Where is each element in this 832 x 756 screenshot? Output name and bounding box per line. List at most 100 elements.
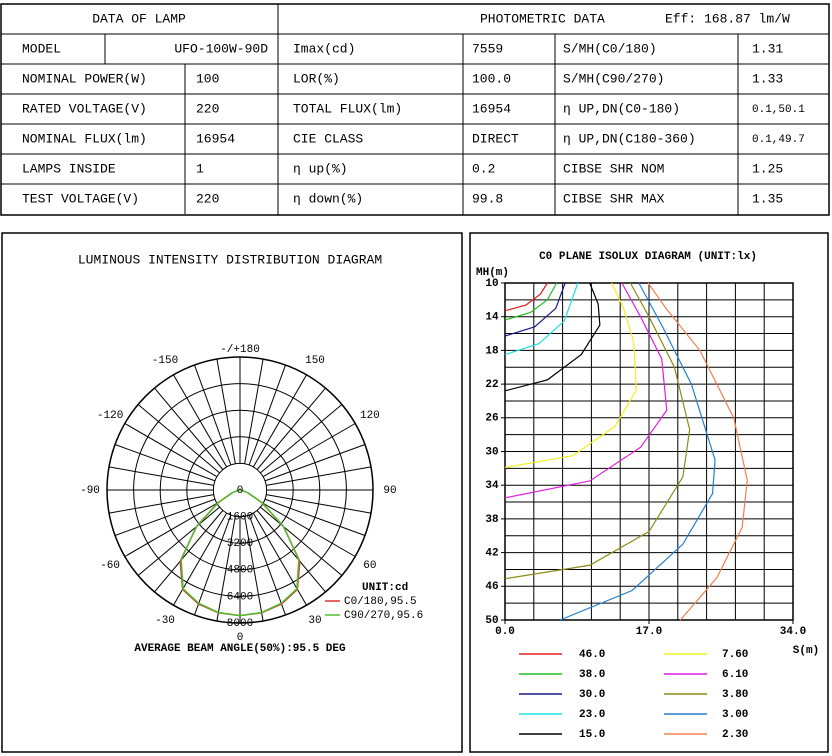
isolux-contour [504, 282, 668, 499]
legend-label: 7.60 [722, 649, 748, 661]
y-tick-label: 46 [485, 581, 498, 593]
right-title: PHOTOMETRIC DATA [480, 11, 605, 26]
legend-label: 23.0 [579, 709, 605, 721]
table-cell: S/MH(C0/180) [563, 41, 657, 56]
legend-label: 3.00 [722, 709, 748, 721]
y-tick-label: 14 [485, 312, 499, 324]
y-tick-label: 38 [485, 514, 499, 526]
y-axis-label: MH(m) [476, 267, 509, 279]
table-cell: 99.8 [472, 191, 503, 206]
angle-tick-label: -150 [152, 355, 178, 367]
polar-ring [186, 436, 294, 544]
polar-ring [133, 383, 347, 597]
table-cell: 7559 [472, 41, 503, 56]
x-axis-label: S(m) [793, 645, 819, 657]
table-cell: 1.25 [752, 161, 783, 176]
table-cell: 0.1,49.7 [752, 134, 805, 146]
legend-label: 30.0 [579, 689, 605, 701]
table-cell: 1.31 [752, 41, 783, 56]
table-cell: 0.1,50.1 [752, 104, 805, 116]
angle-tick-label: -30 [155, 615, 175, 627]
polar-panel [1, 232, 463, 753]
table-cell: DIRECT [472, 131, 519, 146]
table-cell: 0.2 [472, 161, 495, 176]
table-cell: 100.0 [472, 71, 511, 86]
angle-tick-label: -90 [80, 485, 100, 497]
x-tick-label: 0.0 [495, 626, 515, 638]
chart-title: C0 PLANE ISOLUX DIAGRAM (UNIT:lx) [539, 251, 757, 263]
isolux-contour [504, 282, 566, 337]
table-frame [0, 3, 830, 216]
angle-tick-label: -60 [100, 560, 120, 572]
table-cell: 100 [196, 71, 219, 86]
table-cell: MODEL [22, 41, 61, 56]
table-cell: η up(%) [293, 161, 348, 176]
legend-label: 2.30 [722, 729, 748, 741]
isolux-contour [504, 282, 548, 312]
table-cell: CIBSE SHR MAX [563, 191, 665, 206]
table-cell: UFO-100W-90D [174, 41, 268, 56]
table-cell: 1 [196, 161, 204, 176]
radial-tick-label: 1600 [227, 512, 253, 524]
radial-tick-label: 4800 [227, 565, 253, 577]
table-cell: LAMPS INSIDE [22, 161, 116, 176]
y-tick-label: 18 [485, 345, 499, 357]
legend-label: 3.80 [722, 689, 748, 701]
unit-label: UNIT:cd [362, 582, 408, 594]
intensity-curve [180, 489, 300, 617]
table-cell: η UP,DN(C0-180) [563, 101, 680, 116]
angle-tick-label: 30 [308, 615, 321, 627]
isolux-contour [504, 282, 691, 580]
legend-label: 38.0 [579, 669, 605, 681]
table-cell: NOMINAL FLUX(lm) [22, 131, 147, 146]
table-cell: 1.33 [752, 71, 783, 86]
angle-tick-label: -120 [97, 410, 123, 422]
efficiency: Eff: 168.87 lm/W [665, 11, 790, 26]
table-cell: η UP,DN(C180-360) [563, 131, 696, 146]
radial-tick-label: 6400 [227, 591, 253, 603]
table-cell: TOTAL FLUX(lm) [293, 101, 402, 116]
radial-tick-label: 3200 [227, 538, 253, 550]
polar-ring [106, 356, 374, 624]
table-cell: S/MH(C90/270) [563, 71, 664, 86]
y-tick-label: 10 [485, 278, 498, 290]
angle-tick-label: 150 [305, 355, 325, 367]
isolux-panel [469, 232, 829, 753]
angle-tick-label: 90 [383, 485, 396, 497]
table-cell: 16954 [472, 101, 511, 116]
x-tick-label: 17.0 [636, 626, 662, 638]
table-cell: 220 [196, 191, 219, 206]
angle-tick-label: 120 [360, 410, 380, 422]
x-tick-label: 34.0 [780, 626, 806, 638]
y-tick-label: 34 [485, 480, 499, 492]
chart-title: LUMINOUS INTENSITY DISTRIBUTION DIAGRAM [78, 252, 382, 267]
table-cell: CIE CLASS [293, 131, 363, 146]
table-cell: RATED VOLTAGE(V) [22, 101, 147, 116]
y-tick-label: 42 [485, 548, 498, 560]
legend-label: 46.0 [579, 649, 605, 661]
isolux-contour [504, 282, 558, 321]
table-cell: 16954 [196, 131, 235, 146]
polar-ring [212, 462, 268, 518]
isolux-contour [504, 282, 601, 392]
polar-ring [159, 409, 321, 571]
y-tick-label: 50 [485, 615, 498, 627]
y-tick-label: 26 [485, 413, 498, 425]
chart-footer: AVERAGE BEAM ANGLE(50%):95.5 DEG [134, 643, 346, 655]
table-cell: 1.35 [752, 191, 783, 206]
angle-tick-label: -/+180 [220, 344, 260, 356]
table-cell: NOMINAL POWER(W) [22, 71, 147, 86]
radial-tick-label: 0 [237, 485, 244, 497]
table-cell: η down(%) [293, 191, 363, 206]
legend-label: 15.0 [579, 729, 605, 741]
legend-label: 6.10 [722, 669, 748, 681]
isolux-contour [559, 282, 716, 621]
legend-label: C0/180,95.5 [344, 596, 417, 608]
table-cell: 220 [196, 101, 219, 116]
table-cell: CIBSE SHR NOM [563, 161, 664, 176]
y-tick-label: 22 [485, 379, 498, 391]
radial-tick-label: 8000 [227, 618, 253, 630]
table-cell: TEST VOLTAGE(V) [22, 191, 139, 206]
legend-label: C90/270,95.6 [344, 610, 423, 622]
